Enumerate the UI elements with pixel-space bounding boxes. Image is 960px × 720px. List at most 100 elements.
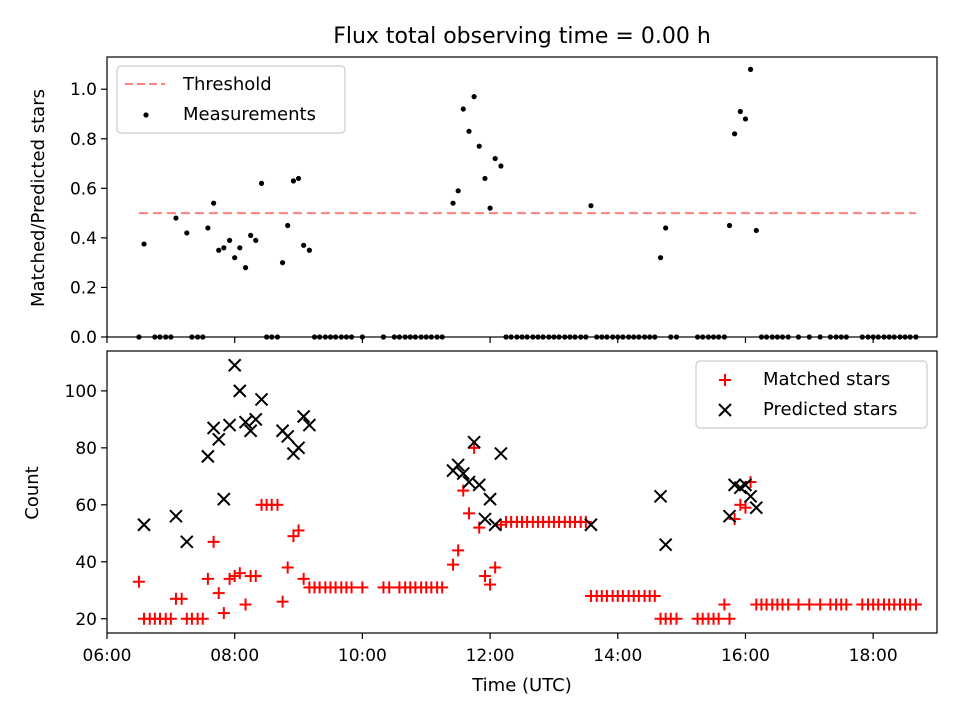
measurement-point (226, 237, 233, 243)
matched-star-marker (175, 592, 188, 605)
measurement-point (471, 94, 477, 100)
predicted-star-marker (137, 518, 151, 532)
predicted-legend-swatch (718, 403, 732, 417)
bottom-x-tick-label: 16:00 (721, 646, 770, 666)
matched-star-marker (223, 572, 236, 585)
measurement-point (726, 222, 733, 229)
matched-star-marker (212, 587, 225, 600)
matched-star-marker (814, 598, 827, 611)
predicted-star-marker (222, 418, 237, 432)
matched-star-marker (228, 570, 241, 583)
matched-star-marker (207, 535, 220, 548)
top-y-tick-label: 1.0 (70, 80, 97, 100)
predicted-star-marker (494, 446, 508, 461)
predicted-star-marker (302, 418, 317, 432)
top-y-tick-label: 0.0 (70, 328, 97, 348)
measurement-point (742, 116, 749, 122)
measurement-point (466, 128, 472, 134)
measurement-point (253, 237, 259, 243)
measurement-point (290, 178, 297, 184)
matched-star-marker (196, 612, 209, 625)
predicted-star-marker (722, 509, 737, 523)
matched-star-marker (132, 575, 145, 588)
matched-star-marker (281, 561, 294, 574)
measurements-legend-label: Measurements (183, 104, 316, 125)
top-chart-title: Flux total observing time = 0.00 h (333, 24, 711, 49)
matched-star-marker (271, 498, 284, 511)
measurement-point (301, 242, 307, 248)
predicted-star-marker (206, 421, 221, 435)
predicted-star-marker (169, 509, 183, 523)
bottom-x-tick-label: 08:00 (210, 646, 259, 666)
measurement-point (657, 255, 664, 261)
matched-star-points (132, 441, 922, 625)
measurement-point (450, 200, 456, 206)
predicted-star-marker (296, 409, 311, 424)
predicted-star-marker (653, 489, 668, 503)
predicted-star-marker (227, 358, 242, 372)
matched-star-marker (782, 598, 795, 611)
bottom-x-tick-label: 14:00 (593, 646, 642, 666)
measurement-points (136, 66, 919, 340)
matched-star-marker (723, 612, 736, 625)
bottom-x-axis-label: Time (UTC) (471, 675, 572, 696)
measurement-point (732, 131, 738, 137)
bottom-x-ticks: 06:00 08:00 10:00 12:00 14:00 16:00 18:00 (83, 633, 898, 666)
matched-star-marker (579, 515, 592, 528)
bottom-y-tick-label: 60 (75, 496, 97, 516)
matched-star-marker (712, 612, 725, 625)
measurement-point (663, 225, 669, 231)
top-plot-frame (106, 56, 938, 338)
bottom-x-tick-label: 18:00 (849, 646, 898, 666)
matched-star-marker (201, 572, 214, 585)
predicted-star-marker (478, 512, 492, 526)
bottom-y-axis-label: Count (22, 466, 43, 519)
measurement-point (242, 265, 249, 271)
predicted-star-marker (658, 537, 673, 552)
measurement-point (279, 260, 286, 266)
predicted-star-marker (467, 435, 481, 449)
top-legend: Threshold Measurements (116, 65, 346, 134)
matched-star-marker (484, 578, 497, 591)
bottom-panel: Count Time (UTC) 20 40 60 80 100 06:00 08:00 1… (22, 350, 938, 696)
predicted-star-marker (472, 478, 486, 492)
top-y-axis-label: Matched/Predicted stars (28, 89, 49, 307)
predicted-star-marker (249, 412, 263, 427)
top-y-tick-label: 0.6 (70, 179, 97, 199)
measurement-point (285, 222, 291, 229)
measurement-point (492, 155, 498, 162)
measurement-point (258, 180, 265, 186)
predicted-star-marker (217, 492, 231, 506)
predicted-star-marker (462, 475, 476, 489)
measurement-point (232, 255, 238, 261)
bottom-plot-frame (106, 350, 938, 634)
matched-star-marker (803, 598, 816, 611)
measurement-point (737, 108, 743, 115)
matched-star-marker (239, 598, 252, 611)
predicted-star-marker (738, 478, 753, 492)
matched-star-marker (494, 518, 507, 531)
predicted-star-marker (488, 518, 502, 532)
predicted-star-marker (743, 489, 758, 503)
measurement-point (221, 245, 227, 251)
top-y-tick-label: 0.8 (70, 130, 97, 150)
predicted-star-marker (180, 535, 194, 549)
top-y-tick-label: 0.2 (70, 278, 97, 298)
top-legend-box (116, 65, 346, 134)
bottom-x-tick-label: 10:00 (338, 646, 387, 666)
matched-star-marker (276, 595, 289, 608)
matched-star-marker (463, 507, 476, 520)
measurement-point (455, 188, 461, 194)
predicted-star-marker (233, 384, 247, 398)
measurement-point (216, 247, 222, 253)
measurement-point (141, 241, 147, 247)
matched-star-marker (648, 589, 661, 602)
predicted-star-marker (254, 392, 269, 407)
predicted-star-marker (451, 458, 465, 472)
measurement-point (476, 143, 482, 149)
matched-star-marker (728, 513, 741, 526)
predicted-star-marker (280, 429, 295, 444)
predicted-star-marker (243, 424, 258, 438)
matched-star-marker (489, 561, 502, 574)
matched-legend-label: Matched stars (763, 369, 890, 390)
